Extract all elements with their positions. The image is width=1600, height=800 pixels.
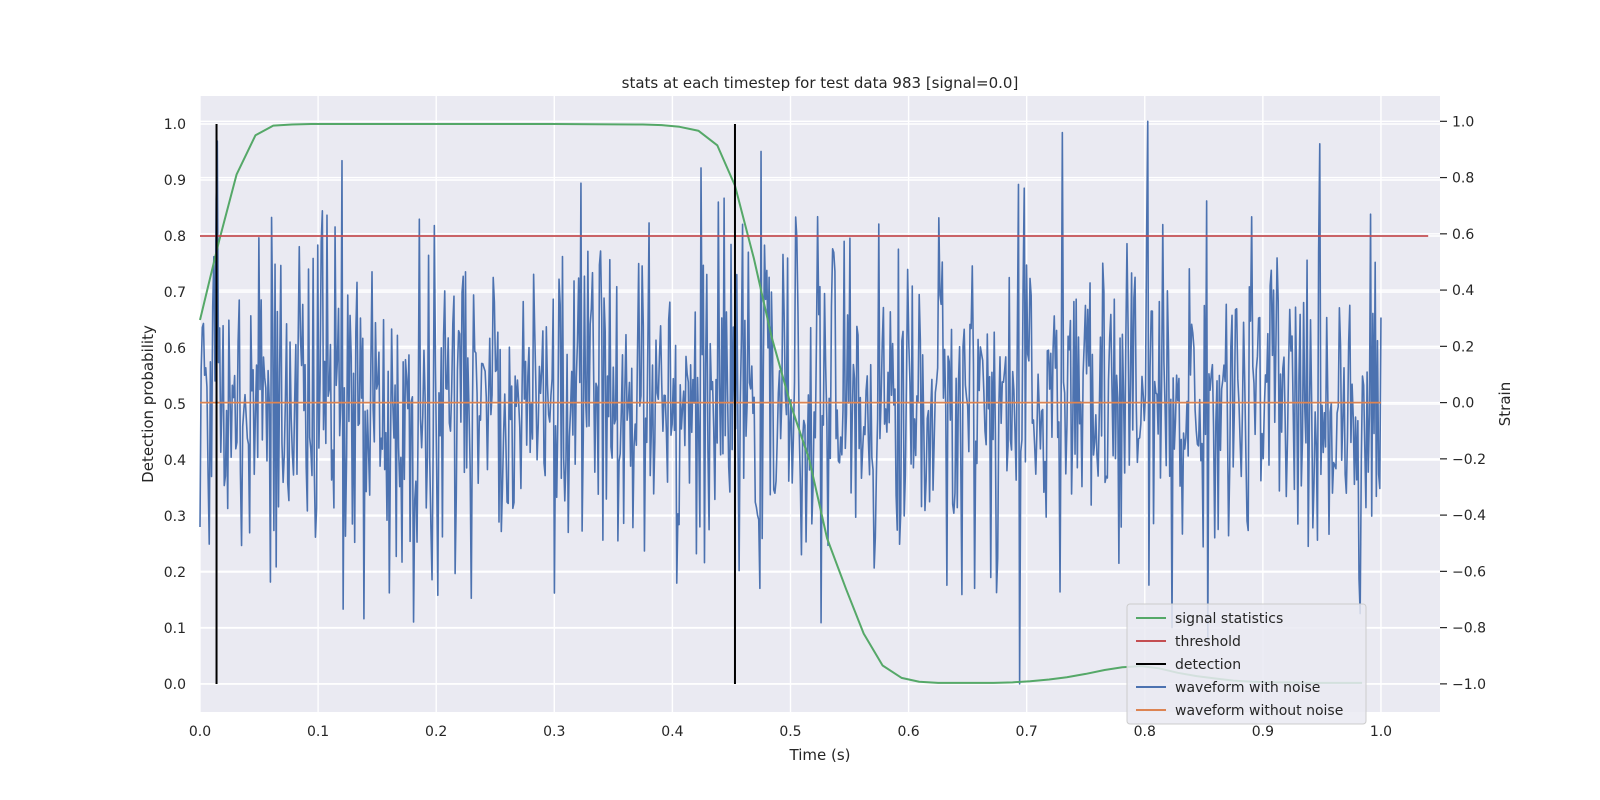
y-right-tick-label: 0.2 bbox=[1452, 339, 1474, 355]
legend-label: signal statistics bbox=[1175, 611, 1283, 627]
y-left-tick-label: 1.0 bbox=[164, 117, 186, 133]
x-axis-title: Time (s) bbox=[789, 746, 851, 764]
y-axis-right: −1.0 −0.8 −0.6 −0.4 −0.2 0.0 0.2 0.4 0.6 0.8 1.0 bbox=[1440, 114, 1486, 693]
x-tick-label: 0.7 bbox=[1016, 724, 1038, 740]
legend: signal statistics threshold detection wavef… bbox=[1126, 603, 1367, 725]
waveform-with-noise-line bbox=[199, 120, 1382, 685]
y-left-tick-label: 0.5 bbox=[164, 397, 186, 413]
legend-label: waveform with noise bbox=[1175, 680, 1320, 696]
waveform-with-noise-series bbox=[199, 120, 1382, 685]
y-right-tick-label: −0.8 bbox=[1452, 621, 1486, 637]
legend-label: waveform without noise bbox=[1175, 703, 1343, 719]
x-tick-label: 0.3 bbox=[543, 724, 565, 740]
x-tick-label: 0.9 bbox=[1252, 724, 1274, 740]
legend-box bbox=[1126, 603, 1367, 725]
y-left-tick-label: 0.3 bbox=[164, 509, 186, 525]
y-right-tick-label: 1.0 bbox=[1452, 114, 1474, 130]
x-tick-label: 0.1 bbox=[307, 724, 329, 740]
y-left-tick-label: 0.8 bbox=[164, 229, 186, 245]
y-right-tick-label: 0.8 bbox=[1452, 171, 1474, 187]
chart-title: stats at each timestep for test data 983… bbox=[622, 74, 1019, 92]
x-tick-label: 0.8 bbox=[1134, 724, 1156, 740]
y-right-tick-label: 0.4 bbox=[1452, 283, 1474, 299]
legend-label: detection bbox=[1175, 657, 1241, 673]
y-axis-left-title: Detection probability bbox=[139, 325, 157, 483]
y-axis-right-title: Strain bbox=[1496, 382, 1514, 426]
y-left-tick-label: 0.6 bbox=[164, 341, 186, 357]
y-right-tick-label: 0.0 bbox=[1452, 396, 1474, 412]
y-left-tick-label: 0.4 bbox=[164, 453, 186, 469]
detection-series bbox=[215, 124, 736, 684]
y-left-tick-label: 0.9 bbox=[164, 173, 186, 189]
x-tick-label: 0.2 bbox=[425, 724, 447, 740]
y-axis-left: 0.0 0.1 0.2 0.3 0.4 0.5 0.6 0.7 0.8 0.9 1.0 bbox=[164, 117, 186, 693]
legend-label: threshold bbox=[1175, 634, 1241, 650]
x-tick-label: 1.0 bbox=[1370, 724, 1392, 740]
x-tick-label: 0.0 bbox=[189, 724, 211, 740]
y-right-tick-label: 0.6 bbox=[1452, 227, 1474, 243]
y-right-tick-label: −0.6 bbox=[1452, 564, 1486, 580]
y-left-tick-label: 0.7 bbox=[164, 285, 186, 301]
x-tick-label: 0.6 bbox=[897, 724, 919, 740]
x-tick-label: 0.5 bbox=[779, 724, 801, 740]
x-axis: 0.0 0.1 0.2 0.3 0.4 0.5 0.6 0.7 0.8 0.9 1.0 bbox=[189, 724, 1392, 740]
y-right-tick-label: −0.4 bbox=[1452, 508, 1486, 524]
y-left-tick-label: 0.1 bbox=[164, 621, 186, 637]
x-tick-label: 0.4 bbox=[661, 724, 683, 740]
y-right-tick-label: −0.2 bbox=[1452, 452, 1486, 468]
y-left-tick-label: 0.2 bbox=[164, 565, 186, 581]
y-left-tick-label: 0.0 bbox=[164, 677, 186, 693]
y-right-tick-label: −1.0 bbox=[1452, 677, 1486, 693]
